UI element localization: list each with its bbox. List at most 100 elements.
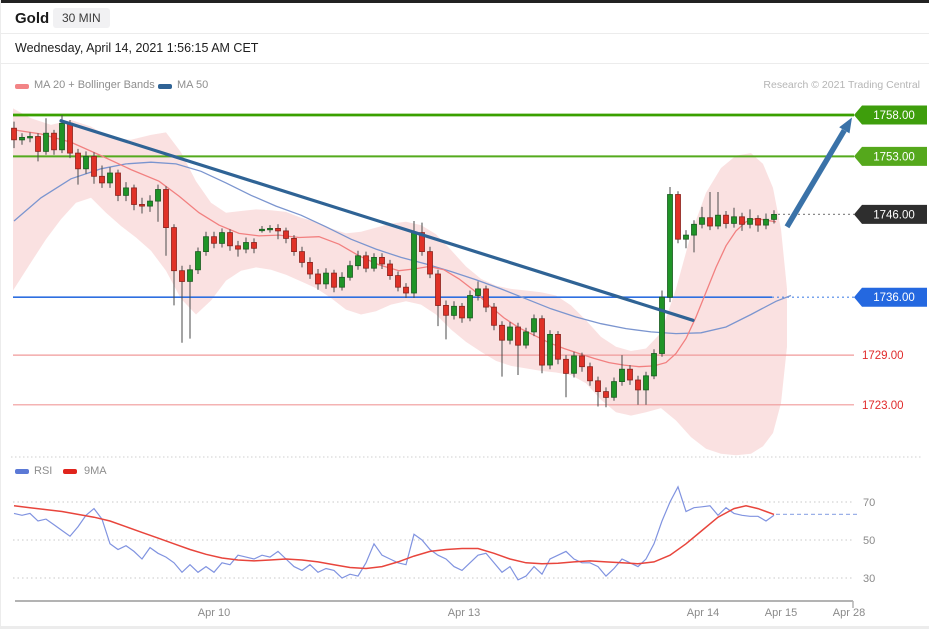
candle-up <box>763 218 769 226</box>
candle-down <box>627 368 633 381</box>
candle-down <box>211 236 217 244</box>
candle-up <box>339 276 345 288</box>
candle-up <box>571 355 577 374</box>
ma20-bollinger-legend-swatch <box>15 84 29 89</box>
price-badge-1746.00 <box>854 204 927 224</box>
candle-up <box>27 136 33 139</box>
candle-up <box>243 242 249 250</box>
candle-up <box>651 353 657 377</box>
candle-down <box>35 136 41 152</box>
candle-down <box>227 232 233 247</box>
price-badge-text-1746.00: 1746.00 <box>873 209 915 221</box>
date-divider <box>1 63 929 64</box>
candle-up <box>123 187 129 196</box>
instrument-title: Gold <box>15 10 50 27</box>
candle-up <box>659 296 665 354</box>
candle-down <box>755 218 761 226</box>
header-divider <box>1 33 929 34</box>
projection-arrow-head <box>839 117 852 134</box>
candle-down <box>675 194 681 240</box>
price-badge-text-1753.00: 1753.00 <box>873 151 915 163</box>
candle-down <box>179 270 185 282</box>
timeframe-badge: 30 MIN <box>53 8 110 28</box>
candle-down <box>483 288 489 308</box>
ma9-legend-label: 9MA <box>84 465 107 477</box>
candle-down <box>427 251 433 275</box>
candle-up <box>195 251 201 271</box>
price-label-1723.00: 1723.00 <box>862 400 904 412</box>
candle-down <box>707 217 713 227</box>
candle-down <box>379 256 385 265</box>
candle-down <box>395 275 401 288</box>
research-credit: Research © 2021 Trading Central <box>763 79 920 91</box>
rsi-grid-label-30: 30 <box>863 573 875 585</box>
candle-up <box>355 255 361 267</box>
rsi-line <box>13 485 775 581</box>
candle-down <box>75 152 81 170</box>
candle-down <box>251 242 257 249</box>
bottom-border-bar <box>1 626 929 629</box>
candle-down <box>139 203 145 207</box>
candle-down <box>235 245 241 250</box>
candle-down <box>635 379 641 391</box>
candle-up <box>523 331 529 346</box>
candle-down <box>579 355 585 368</box>
candle-down <box>315 273 321 285</box>
price-badge-1736.00 <box>854 287 927 307</box>
candle-up <box>683 234 689 240</box>
candle-down <box>491 306 497 326</box>
candle-up <box>611 381 617 398</box>
candle-up <box>771 213 777 220</box>
candle-down <box>387 263 393 277</box>
candle-down <box>331 272 337 288</box>
candle-down <box>603 391 609 398</box>
chart-datetime: Wednesday, April 14, 2021 1:56:15 AM CET <box>15 41 259 55</box>
candle-up <box>267 227 273 231</box>
candle-down <box>131 187 137 205</box>
rsi-legend-label: RSI <box>34 465 53 477</box>
candle-down <box>91 155 97 177</box>
candle-up <box>259 228 265 232</box>
ma50-legend-label: MA 50 <box>177 79 209 91</box>
projection-arrow-shaft <box>784 128 847 229</box>
descending-trendline <box>59 119 695 322</box>
candle-down <box>515 326 521 346</box>
candle-down <box>11 127 17 141</box>
candle-up <box>347 265 353 278</box>
x-axis-label: Apr 28 <box>833 607 865 619</box>
candle-down <box>419 232 425 253</box>
candle-down <box>51 132 57 151</box>
candle-down <box>163 189 169 228</box>
candle-up <box>715 214 721 227</box>
candle-up <box>411 232 417 294</box>
rsi-grid-label-50: 50 <box>863 535 875 547</box>
top-border-bar <box>1 0 929 3</box>
candle-down <box>299 251 305 263</box>
candle-down <box>459 305 465 319</box>
candle-up <box>155 189 161 202</box>
candle-down <box>499 324 505 341</box>
candle-up <box>59 122 65 151</box>
candle-up <box>699 217 705 225</box>
ma20-line <box>13 129 777 368</box>
candle-up <box>187 269 193 282</box>
candle-down <box>291 237 297 252</box>
candle-up <box>203 236 209 252</box>
candle-down <box>171 227 177 272</box>
candle-up <box>507 326 513 341</box>
candle-up <box>547 333 553 366</box>
candle-down <box>363 255 369 269</box>
rsi-grid-label-70: 70 <box>863 497 875 509</box>
candle-down <box>99 175 105 184</box>
candle-up <box>107 172 113 184</box>
candle-up <box>371 256 377 269</box>
ma20-bollinger-legend-label: MA 20 + Bollinger Bands <box>34 79 155 91</box>
candle-up <box>667 194 673 298</box>
candle-down <box>555 333 561 360</box>
candle-up <box>323 272 329 285</box>
candle-down <box>723 214 729 224</box>
candle-up <box>531 318 537 333</box>
candle-down <box>443 304 449 316</box>
candle-up <box>467 295 473 319</box>
